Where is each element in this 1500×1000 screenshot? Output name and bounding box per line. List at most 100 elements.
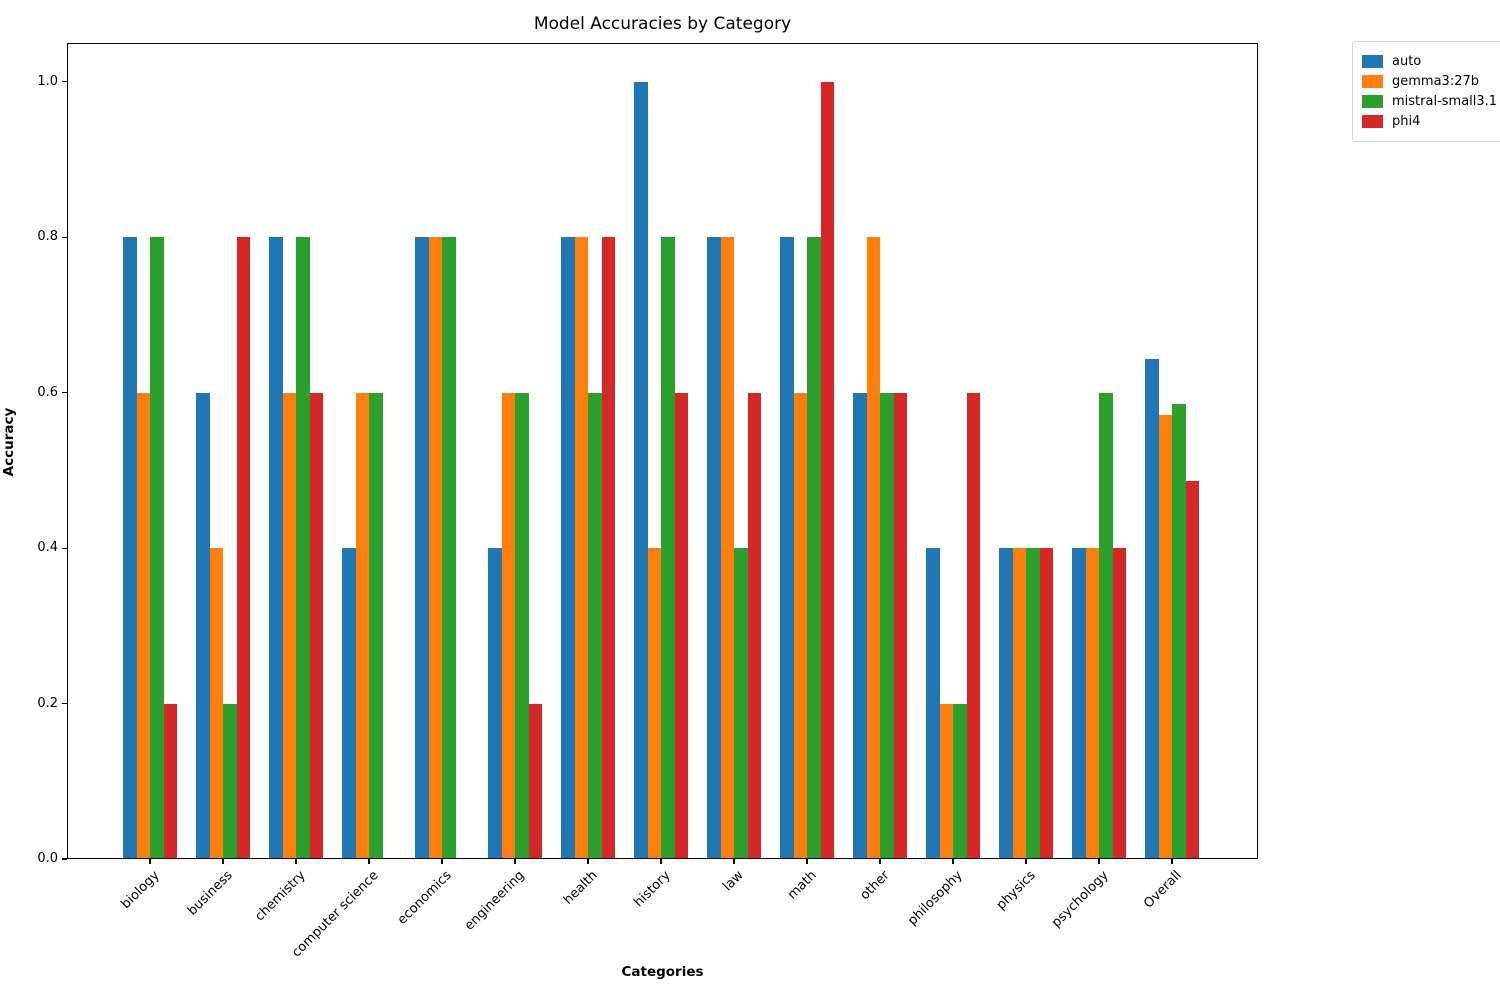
bar-mistral-small3.1-math	[807, 237, 821, 859]
bar-phi4-law	[747, 392, 761, 859]
y-tick-label: 0.2	[37, 695, 58, 711]
bar-phi4-history	[674, 392, 688, 859]
y-tick	[62, 547, 67, 549]
legend-label: gemma3:27b	[1392, 74, 1479, 89]
bar-phi4-psychology	[1112, 548, 1126, 859]
bar-phi4-chemistry	[309, 392, 323, 859]
x-tick	[1098, 859, 1100, 864]
bar-mistral-small3.1-biology	[150, 237, 164, 859]
bar-phi4-business	[236, 237, 250, 859]
bar-mistral-small3.1-business	[223, 703, 237, 859]
legend-swatch-mistral-small3.1	[1362, 95, 1383, 108]
legend-swatch-phi4	[1362, 115, 1383, 128]
bar-auto-philosophy	[926, 548, 940, 859]
bar-gemma3:27b-Overall	[1158, 415, 1172, 859]
x-tick	[295, 859, 297, 864]
bar-gemma3:27b-biology	[136, 392, 150, 859]
bar-auto-other	[853, 392, 867, 859]
bar-phi4-physics	[1039, 548, 1053, 859]
bar-auto-Overall	[1145, 359, 1159, 859]
y-tick	[62, 81, 67, 83]
x-tick	[441, 859, 443, 864]
x-tick	[149, 859, 151, 864]
bar-mistral-small3.1-law	[734, 548, 748, 859]
x-tick	[952, 859, 954, 864]
bar-mistral-small3.1-psychology	[1099, 392, 1113, 859]
x-tick	[514, 859, 516, 864]
bar-mistral-small3.1-health	[588, 392, 602, 859]
bar-phi4-health	[601, 237, 615, 859]
y-tick	[62, 392, 67, 394]
bar-gemma3:27b-philosophy	[939, 703, 953, 859]
y-axis-label: Accuracy	[1, 407, 17, 477]
bar-mistral-small3.1-other	[880, 392, 894, 859]
y-tick-label: 0.8	[37, 229, 58, 245]
y-tick	[62, 236, 67, 238]
bar-gemma3:27b-psychology	[1085, 548, 1099, 859]
bar-phi4-other	[893, 392, 907, 859]
bar-mistral-small3.1-Overall	[1172, 403, 1186, 859]
x-tick	[660, 859, 662, 864]
bar-gemma3:27b-engineering	[501, 392, 515, 859]
bar-mistral-small3.1-computer-science	[369, 392, 383, 859]
chart-title: Model Accuracies by Category	[533, 14, 792, 34]
bar-auto-health	[561, 237, 575, 859]
bar-gemma3:27b-health	[574, 237, 588, 859]
bar-auto-business	[196, 392, 210, 859]
y-tick-label: 1.0	[37, 73, 58, 89]
bar-gemma3:27b-other	[866, 237, 880, 859]
bar-mistral-small3.1-chemistry	[296, 237, 310, 859]
bar-gemma3:27b-business	[209, 548, 223, 859]
y-tick-label: 0.6	[37, 384, 58, 400]
bar-phi4-philosophy	[966, 392, 980, 859]
x-tick	[368, 859, 370, 864]
legend-label: mistral-small3.1	[1392, 94, 1498, 109]
bar-auto-law	[707, 237, 721, 859]
x-axis-label: Categories	[621, 964, 704, 980]
bar-gemma3:27b-economics	[428, 237, 442, 859]
bar-mistral-small3.1-history	[661, 237, 675, 859]
bar-phi4-biology	[163, 703, 177, 859]
bar-phi4-math	[820, 81, 834, 859]
y-tick-label: 0.0	[37, 851, 58, 866]
bar-auto-physics	[999, 548, 1013, 859]
x-tick	[1025, 859, 1027, 864]
bar-mistral-small3.1-engineering	[515, 392, 529, 859]
y-tick	[62, 702, 67, 705]
legend-swatch-auto	[1362, 55, 1383, 68]
legend-item-auto: auto	[1362, 53, 1497, 70]
x-tick	[733, 859, 735, 864]
bar-auto-history	[634, 81, 648, 859]
bar-mistral-small3.1-economics	[442, 237, 456, 859]
x-tick	[222, 859, 224, 864]
y-tick	[62, 858, 67, 860]
legend-swatch-gemma3:27b	[1362, 75, 1383, 88]
x-tick	[1171, 859, 1173, 864]
bar-mistral-small3.1-physics	[1026, 548, 1040, 859]
bar-auto-computer-science	[342, 548, 356, 859]
bar-auto-biology	[123, 237, 137, 859]
legend-item-gemma3:27b: gemma3:27b	[1362, 73, 1497, 90]
x-tick	[587, 859, 589, 864]
bar-auto-chemistry	[269, 237, 283, 859]
x-tick	[806, 859, 808, 864]
legend-label: auto	[1392, 54, 1422, 69]
y-tick-label: 0.4	[37, 540, 58, 556]
bar-gemma3:27b-math	[793, 392, 807, 859]
bar-gemma3:27b-chemistry	[282, 392, 296, 859]
bar-gemma3:27b-law	[720, 237, 734, 859]
bar-auto-math	[780, 237, 794, 859]
bar-phi4-engineering	[528, 703, 542, 859]
bar-phi4-Overall	[1185, 481, 1199, 859]
bar-auto-psychology	[1072, 548, 1086, 859]
bar-gemma3:27b-physics	[1012, 548, 1026, 859]
bar-auto-engineering	[488, 548, 502, 859]
bar-auto-economics	[415, 237, 429, 859]
legend-item-mistral-small3.1: mistral-small3.1	[1362, 93, 1497, 110]
bar-mistral-small3.1-philosophy	[953, 703, 967, 859]
legend-label: phi4	[1392, 114, 1421, 129]
bar-gemma3:27b-computer-science	[355, 392, 369, 859]
bar-gemma3:27b-history	[647, 548, 661, 859]
legend: auto gemma3:27b mistral-small3.1 phi4	[1352, 41, 1500, 142]
